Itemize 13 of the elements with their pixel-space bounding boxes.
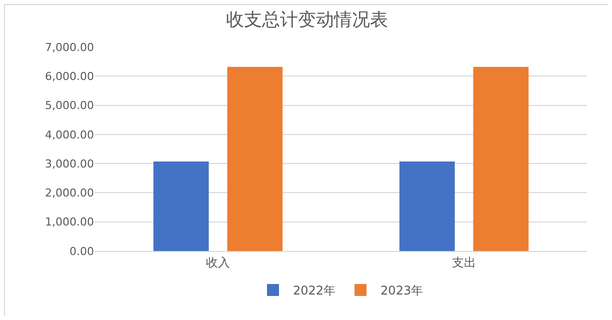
y-tick-label: 0.00 <box>70 244 94 258</box>
x-tick-label: 收入 <box>206 255 230 270</box>
y-tick-label: 3,000.00 <box>45 157 94 170</box>
legend-label: 2022年 <box>293 284 336 298</box>
y-tick-label: 1,000.00 <box>45 216 94 229</box>
y-tick-label: 5,000.00 <box>45 99 94 112</box>
legend-label: 2023年 <box>380 284 424 298</box>
y-tick-label: 6,000.00 <box>45 70 94 83</box>
y-tick-label: 4,000.00 <box>45 128 94 142</box>
y-tick-label: 7,000.00 <box>45 40 94 54</box>
y-tick-label: 2,000.00 <box>45 186 94 200</box>
chart-title: 收支总计变动情况表 <box>226 9 388 30</box>
x-tick-label: 支出 <box>452 255 476 270</box>
